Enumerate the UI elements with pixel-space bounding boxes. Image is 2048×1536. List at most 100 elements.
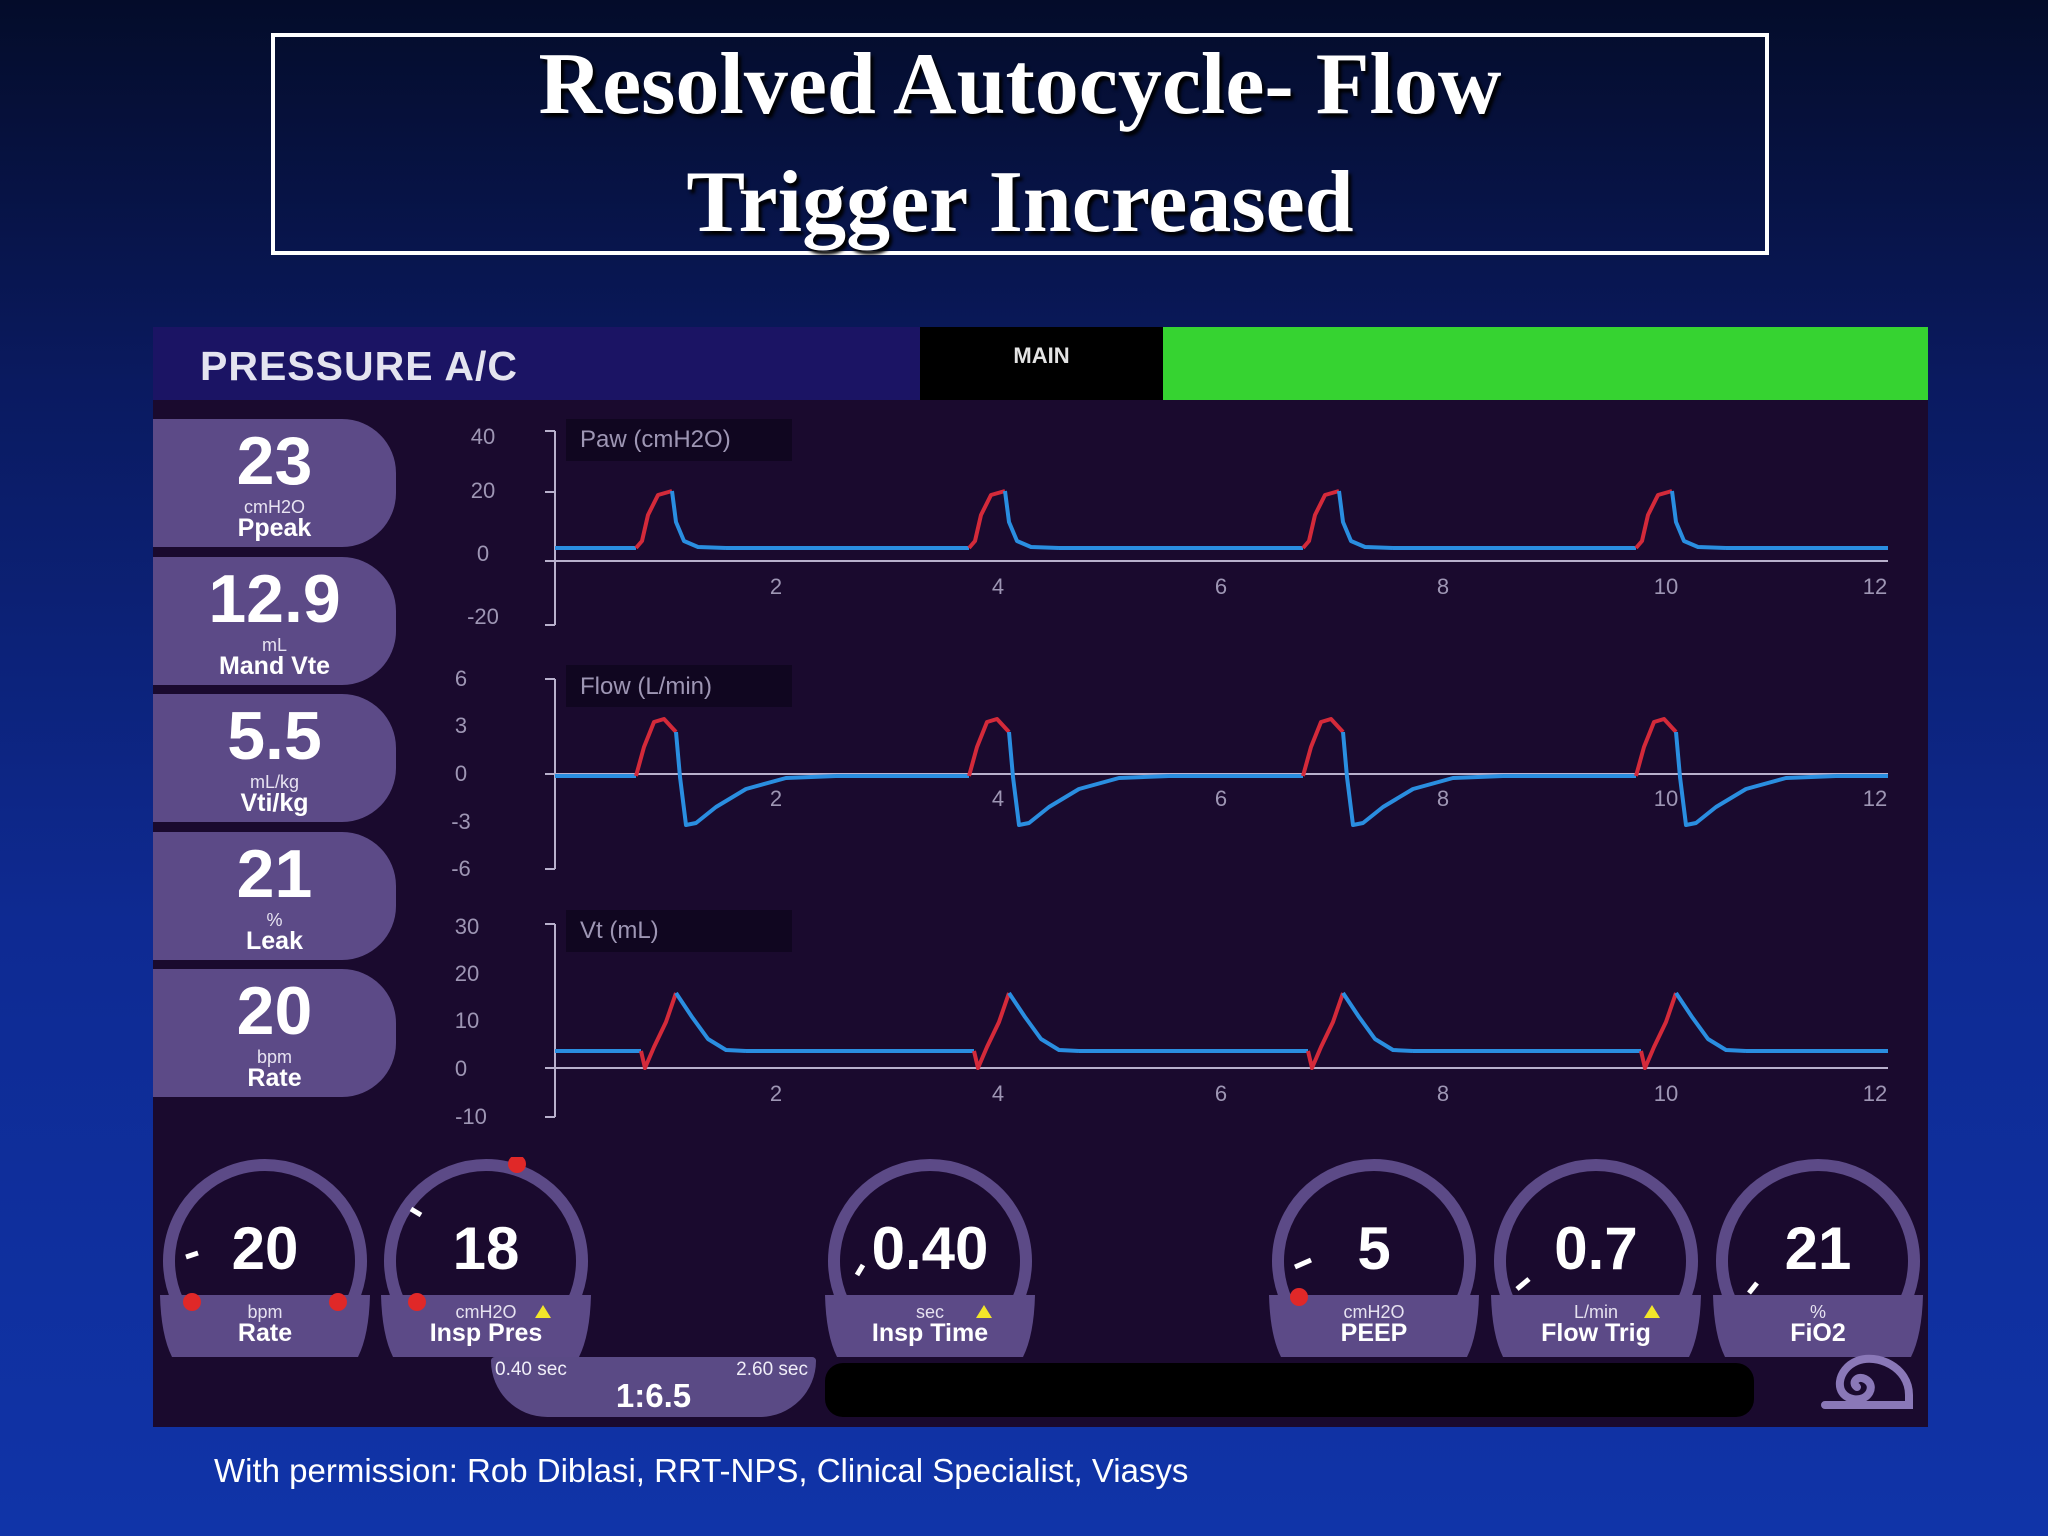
flow-trig-control-dial[interactable]: 0.7 L/min Flow Trig: [1487, 1157, 1705, 1357]
slide-title-line-2: Trigger Increased: [686, 154, 1354, 251]
x-tick-label: 2: [770, 1081, 782, 1106]
x-tick-label: 4: [992, 786, 1004, 811]
dial-arc: [828, 1158, 1032, 1320]
paw-trace-segment: [1337, 490, 1394, 550]
ventilation-mode[interactable]: PRESSURE A/C: [153, 327, 920, 400]
dial-arc: [163, 1158, 367, 1320]
dial-pointer: [185, 1250, 199, 1260]
monitor-label: Mand Vte: [218, 652, 331, 680]
flow-trace-segment: [674, 731, 837, 827]
x-tick-label: 10: [1654, 1081, 1678, 1106]
dial-ring: [1713, 1158, 1923, 1357]
x-tick-label: 12: [1863, 1081, 1887, 1106]
dial-arc: [384, 1158, 588, 1320]
vt-trace-segment: [1306, 992, 1345, 1070]
viasys-logo-icon: [1821, 1354, 1913, 1409]
dial-arc: [1716, 1158, 1920, 1320]
waveform-label: Paw (cmH2O): [580, 426, 731, 453]
y-tick-label: 0: [455, 1056, 467, 1081]
control-label: Flow Trig: [1541, 1319, 1651, 1347]
monitor-label: Leak: [246, 927, 303, 955]
flow-trace-segment: [1007, 731, 1170, 827]
monitor-leak: 21 % Leak: [153, 832, 396, 960]
fio2-control-dial[interactable]: 21 % FiO2: [1709, 1157, 1927, 1357]
slide-credit: With permission: Rob Diblasi, RRT-NPS, C…: [214, 1452, 1189, 1489]
message-bar: [825, 1363, 1754, 1417]
x-tick-label: 6: [1215, 574, 1227, 599]
alarm-limit-marker: [329, 1293, 347, 1311]
rate-control-dial[interactable]: 20 bpm Rate: [156, 1157, 374, 1357]
monitor-value: 23: [236, 423, 313, 499]
monitor-mand-vte: 12.9 mL Mand Vte: [153, 557, 396, 685]
paw-trace-segment: [1301, 489, 1340, 550]
x-tick-label: 8: [1437, 1081, 1449, 1106]
monitor-value: 12.9: [208, 561, 341, 637]
control-unit: bpm: [247, 1302, 283, 1322]
control-value: 0.7: [1554, 1215, 1638, 1282]
y-tick-label: 20: [471, 478, 495, 503]
monitor-unit: mL: [261, 635, 287, 655]
dial-base: [1269, 1295, 1479, 1357]
monitor-label: Rate: [247, 1064, 302, 1092]
vt-trace-segment: [1007, 991, 1080, 1053]
x-tick-label: 8: [1437, 786, 1449, 811]
flow-trace-segment: [1674, 731, 1837, 827]
paw-trace-segment: [1670, 490, 1727, 550]
slide-title-line-1: Resolved Autocycle- Flow: [538, 36, 1502, 133]
monitor-unit: bpm: [256, 1047, 292, 1067]
ventilator-screen: PRESSURE A/C MAIN 23 cmH2O Ppeak 12.9 mL…: [153, 327, 1928, 1427]
waveform-traces: [555, 489, 1888, 1070]
y-tick-label: 30: [455, 914, 479, 939]
x-tick-label: 12: [1863, 786, 1887, 811]
y-tick-label: 10: [455, 1008, 479, 1033]
y-tick-label: 40: [471, 424, 495, 449]
control-unit: sec: [915, 1302, 944, 1322]
monitor-ppeak: 23 cmH2O Ppeak: [153, 419, 396, 547]
y-tick-label: -20: [467, 604, 499, 629]
dial-ring: [160, 1158, 370, 1357]
control-unit: cmH2O: [455, 1302, 517, 1322]
monitor-label: Vti/kg: [240, 789, 309, 817]
control-unit: L/min: [1573, 1302, 1618, 1322]
monitor-value: 21: [236, 836, 313, 912]
dial-base: [1713, 1295, 1923, 1357]
y-tick-label: -3: [451, 809, 471, 834]
dial-pointer: [1747, 1281, 1759, 1295]
warning-icon: [535, 1305, 551, 1318]
dial-pointer: [854, 1263, 866, 1277]
waveform-area: Paw (cmH2O) 40 20 0 -20 2 4 6 8 10 12 Fl…: [451, 419, 1888, 1129]
flow-trace-segment: [967, 717, 1011, 777]
vt-trace-segment: [639, 992, 678, 1070]
monitor-unit: mL/kg: [249, 772, 300, 792]
control-value: 18: [452, 1215, 520, 1282]
x-tick-label: 6: [1215, 786, 1227, 811]
insp-pres-control-dial[interactable]: 18 cmH2O Insp Pres: [377, 1157, 595, 1357]
vt-trace-segment: [674, 991, 747, 1053]
peep-control-dial[interactable]: 5 cmH2O PEEP: [1265, 1157, 1483, 1357]
dial-ring: [381, 1157, 591, 1357]
alarm-limit-marker: [408, 1293, 426, 1311]
x-tick-label: 12: [1863, 574, 1887, 599]
x-tick-label: 10: [1654, 574, 1678, 599]
x-tick-label: 6: [1215, 1081, 1227, 1106]
vt-trace-segment: [972, 992, 1011, 1070]
waveform-label: Vt (mL): [580, 917, 659, 944]
monitor-label: Ppeak: [237, 514, 312, 542]
main-screen-tab[interactable]: MAIN: [920, 327, 1163, 400]
monitor-value: 20: [236, 973, 313, 1049]
x-tick-label: 2: [770, 786, 782, 811]
y-tick-label: 6: [455, 666, 467, 691]
paw-trace-segment: [634, 489, 673, 550]
x-tick-label: 4: [992, 1081, 1004, 1106]
control-unit: %: [1809, 1302, 1826, 1322]
flow-trace-segment: [1634, 717, 1678, 777]
y-tick-label: -6: [451, 856, 471, 881]
control-value: 5: [1357, 1215, 1391, 1282]
ie-ratio-value: 1:6.5: [615, 1377, 692, 1414]
insp-time-control-dial[interactable]: 0.40 sec Insp Time: [821, 1157, 1039, 1357]
alarm-limit-marker: [508, 1157, 526, 1173]
dial-pointer: [409, 1206, 423, 1218]
monitor-unit: cmH2O: [243, 497, 305, 517]
vt-trace-segment: [1341, 991, 1414, 1053]
vt-trace-segment: [1639, 992, 1678, 1070]
